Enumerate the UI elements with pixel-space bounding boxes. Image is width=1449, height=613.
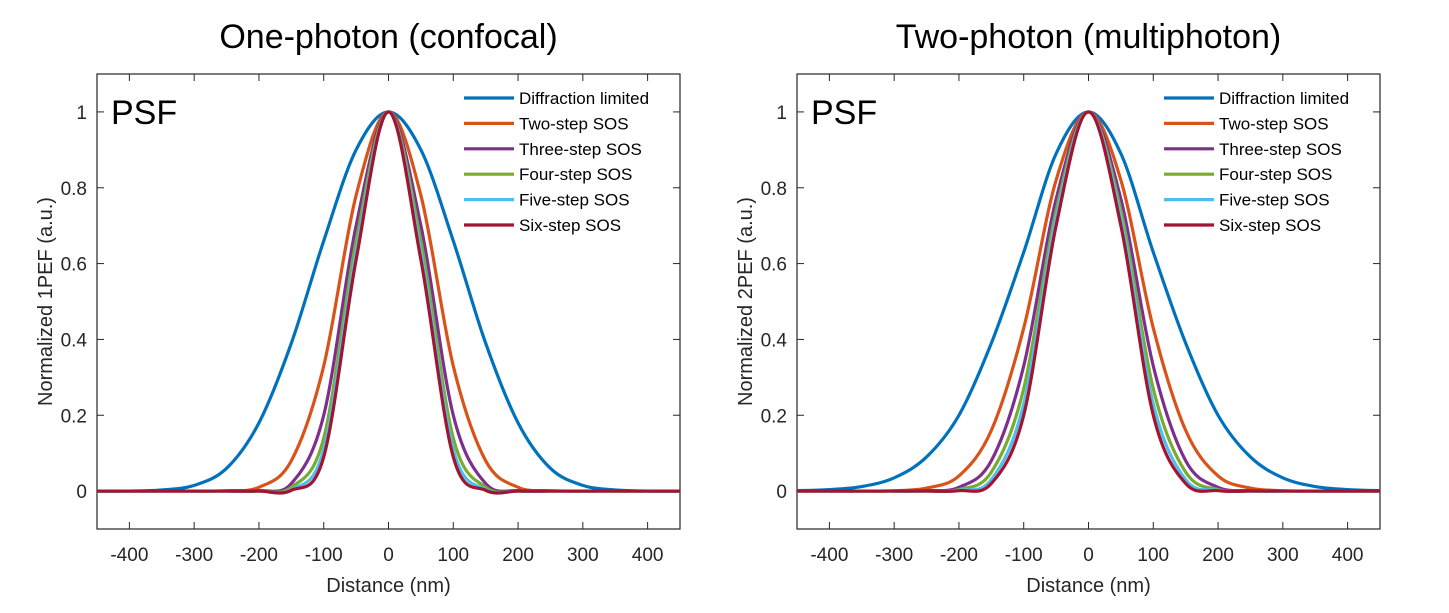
x-tick-label: -100 — [305, 545, 343, 566]
y-tick-label: 0.4 — [761, 330, 788, 351]
x-tick-label: 100 — [437, 545, 469, 566]
chart-panel: One-photon (confocal)-400 -300 -200 -100 0 10… — [35, 18, 681, 597]
legend-entry: Three-step SOS — [1219, 140, 1342, 159]
chart-panel: Two-photon (multiphoton) -400 -300 -200 -100… — [735, 18, 1381, 597]
y-tick-label: 1 — [776, 103, 787, 124]
legend: Diffraction limited Two-step SOS Three-ste… — [464, 89, 649, 235]
legend-entry: Five-step SOS — [1219, 191, 1330, 210]
x-axis-label: Distance (nm) — [326, 575, 450, 597]
x-tick-label: 0 — [383, 545, 394, 566]
x-tick-label: 200 — [1202, 545, 1234, 566]
y-tick-label: 0.2 — [761, 406, 787, 427]
legend: Diffraction limited Two-step SOS Three-ste… — [1164, 89, 1349, 235]
x-tick-label: -200 — [240, 545, 278, 566]
series-group — [797, 110, 1380, 494]
y-tick-label: 1 — [76, 103, 87, 124]
x-tick-label: 100 — [1137, 545, 1169, 566]
series-line — [97, 110, 680, 495]
x-tick-label: -200 — [940, 545, 978, 566]
x-tick-label: -400 — [110, 545, 148, 566]
legend-entry: Six-step SOS — [519, 216, 621, 235]
corner-label: PSF — [111, 94, 177, 132]
y-tick-label: 0.8 — [761, 179, 787, 200]
y-axis-label: Normalized 1PEF (a.u.) — [35, 197, 57, 406]
series-group — [97, 110, 680, 495]
y-tick-label: 0 — [776, 482, 787, 503]
x-tick-label: 400 — [632, 545, 664, 566]
series-line — [797, 110, 1380, 493]
y-tick-label: 0.6 — [61, 255, 87, 276]
x-tick-label: 0 — [1083, 545, 1094, 566]
x-tick-label: -400 — [810, 545, 848, 566]
legend-entry: Diffraction limited — [1219, 89, 1349, 108]
x-axis-label: Distance (nm) — [1026, 575, 1150, 597]
y-tick-label: 0.8 — [61, 179, 87, 200]
legend-entry: Six-step SOS — [1219, 216, 1321, 235]
x-tick-label: -300 — [175, 545, 213, 566]
x-tick-label: 400 — [1332, 545, 1364, 566]
x-tick-label: 300 — [567, 545, 599, 566]
y-tick-label: 0.2 — [61, 406, 87, 427]
legend-entry: Four-step SOS — [1219, 165, 1332, 184]
legend-entry: Five-step SOS — [519, 191, 630, 210]
chart-title: Two-photon (multiphoton) — [896, 18, 1282, 56]
corner-label: PSF — [811, 94, 877, 132]
x-tick-label: -100 — [1005, 545, 1043, 566]
legend-entry: Diffraction limited — [519, 89, 649, 108]
legend-entry: Two-step SOS — [1219, 114, 1329, 133]
y-tick-label: 0.6 — [761, 255, 787, 276]
y-tick-label: 0.4 — [61, 330, 88, 351]
legend-entry: Four-step SOS — [519, 165, 632, 184]
x-tick-label: -300 — [875, 545, 913, 566]
y-axis-label: Normalized 2PEF (a.u.) — [735, 197, 757, 406]
legend-entry: Two-step SOS — [519, 114, 629, 133]
x-tick-label: 200 — [502, 545, 534, 566]
legend-entry: Three-step SOS — [519, 140, 642, 159]
chart-title: One-photon (confocal) — [219, 18, 557, 56]
x-tick-label: 300 — [1267, 545, 1299, 566]
y-tick-label: 0 — [76, 482, 87, 503]
